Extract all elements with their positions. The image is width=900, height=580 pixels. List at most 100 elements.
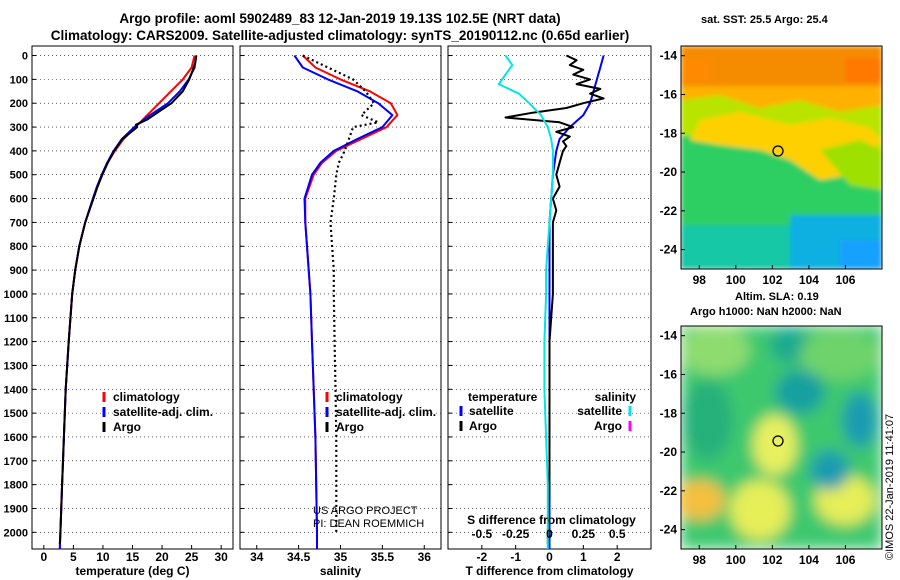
map-x-tick-label: 98 [693, 273, 707, 287]
x-axis-label: temperature (deg C) [75, 564, 189, 578]
map-x-tick-label: 106 [835, 553, 855, 567]
map-x-tick-label: 102 [762, 273, 782, 287]
series-line-argo [302, 54, 380, 533]
map-y-tick-label: -14 [660, 49, 678, 63]
sst-argo-marker [772, 145, 784, 157]
sst-map-title: sat. SST: 25.5 Argo: 25.4 [701, 14, 828, 26]
depth-tick-label: 300 [10, 122, 28, 134]
series-line-salinity-satellite [497, 54, 554, 549]
x-tick-label: -1 [510, 550, 521, 564]
depth-tick-label: 1500 [4, 408, 28, 420]
map-y-tick-label: -16 [660, 367, 678, 381]
depth-tick-label: 900 [10, 265, 28, 277]
map-y-tick-label: -14 [660, 329, 678, 343]
depth-tick-label: 700 [10, 217, 28, 229]
x-tick-label: 15 [126, 550, 140, 564]
map-x-tick-label: 100 [726, 553, 746, 567]
map-y-tick-label: -20 [660, 165, 678, 179]
series-line-argo [58, 55, 198, 545]
x-tick-label: 10 [96, 550, 110, 564]
map-y-tick-label: -18 [660, 126, 678, 140]
x-tick-label: 35 [334, 550, 348, 564]
series-line-climatology [58, 55, 196, 550]
legend-label: Argo [336, 420, 364, 434]
depth-tick-label: 1000 [4, 289, 28, 301]
sla-map [680, 325, 883, 550]
x-tick-label: 34 [250, 550, 264, 564]
x-tick-label: -2 [476, 550, 487, 564]
top-x-tick-label: -0.5 [471, 527, 492, 541]
x-tick-label: 20 [155, 550, 169, 564]
map-x-tick-label: 102 [762, 553, 782, 567]
depth-tick-label: 500 [10, 170, 28, 182]
credit-line-2: PI: DEAN ROEMMICH [313, 518, 425, 530]
x-tick-label: 30 [214, 550, 228, 564]
legend-label: climatology [336, 390, 403, 404]
depth-tick-label: 1100 [4, 313, 28, 325]
legend-label: climatology [113, 390, 180, 404]
map-x-tick-label: 100 [726, 273, 746, 287]
panel-frame-salinity [239, 45, 442, 550]
map-y-tick-label: -20 [660, 445, 678, 459]
map-x-tick-label: 104 [799, 553, 819, 567]
imos-watermark: ©IMOS 22-Jan-2019 11:41:07 [884, 413, 896, 560]
depth-tick-label: 100 [10, 74, 28, 86]
depth-tick-label: 1200 [4, 337, 28, 349]
title-line-1: Argo profile: aoml 5902489_83 12-Jan-201… [119, 11, 561, 26]
depth-tick-label: 1800 [4, 480, 28, 492]
sla-map-subtitle: Argo h1000: NaN h2000: NaN [690, 306, 842, 318]
depth-tick-label: 200 [10, 98, 28, 110]
map-x-tick-label: 98 [693, 553, 707, 567]
map-y-tick-label: -22 [660, 484, 678, 498]
x-axis-label: salinity [320, 564, 362, 578]
map-y-tick-label: -24 [660, 523, 678, 537]
x-tick-label: 0 [546, 550, 553, 564]
map-y-tick-label: -22 [660, 204, 678, 218]
sla-argo-marker [772, 435, 784, 447]
top-x-tick-label: 0.5 [609, 527, 626, 541]
x-tick-label: 5 [70, 550, 77, 564]
legend-label: Argo [113, 420, 141, 434]
depth-tick-label: 1300 [4, 360, 28, 372]
x-axis-label: T difference from climatology [465, 564, 633, 578]
series-line-satellite-adj-clim- [293, 54, 394, 549]
title-line-2: Climatology: CARS2009. Satellite-adjuste… [50, 28, 630, 43]
depth-tick-label: 600 [10, 194, 28, 206]
top-axis-label: S difference from climatology [467, 513, 636, 527]
x-tick-label: 34.5 [287, 550, 311, 564]
x-tick-label: 1 [580, 550, 587, 564]
depth-tick-label: 1700 [4, 456, 28, 468]
depth-tick-label: 400 [10, 146, 28, 158]
depth-tick-label: 1900 [4, 503, 28, 515]
x-tick-label: 35.5 [371, 550, 395, 564]
legend-group-title: temperature [468, 390, 538, 404]
series-line-temperature-satellite [548, 55, 605, 549]
map-y-tick-label: -18 [660, 406, 678, 420]
legend-label: Argo [469, 419, 497, 433]
legend-label: satellite [577, 404, 622, 418]
series-line-satellite-adj-clim- [58, 55, 198, 550]
depth-tick-label: 800 [10, 241, 28, 253]
top-x-tick-label: 0 [546, 527, 553, 541]
map-x-tick-label: 106 [835, 273, 855, 287]
x-tick-label: 2 [614, 550, 621, 564]
legend-label: satellite-adj. clim. [336, 405, 436, 419]
top-x-tick-label: 0.25 [572, 527, 596, 541]
map-x-tick-label: 104 [799, 273, 819, 287]
x-tick-label: 25 [185, 550, 199, 564]
credit-line-1: US ARGO PROJECT [313, 505, 418, 517]
map-y-tick-label: -16 [660, 87, 678, 101]
depth-tick-label: 0 [22, 51, 28, 63]
x-tick-label: 36 [418, 550, 432, 564]
legend-group-title: salinity [595, 390, 637, 404]
sla-map-title: Altim. SLA: 0.19 [735, 291, 819, 303]
map-y-tick-label: -24 [660, 243, 678, 257]
series-line-temperature-argo [504, 54, 605, 545]
legend-label: satellite-adj. clim. [113, 405, 213, 419]
depth-tick-label: 2000 [4, 527, 28, 539]
depth-tick-label: 1600 [4, 432, 28, 444]
legend-label: satellite [469, 404, 514, 418]
sst-map [680, 45, 883, 270]
legend-label: Argo [594, 419, 622, 433]
